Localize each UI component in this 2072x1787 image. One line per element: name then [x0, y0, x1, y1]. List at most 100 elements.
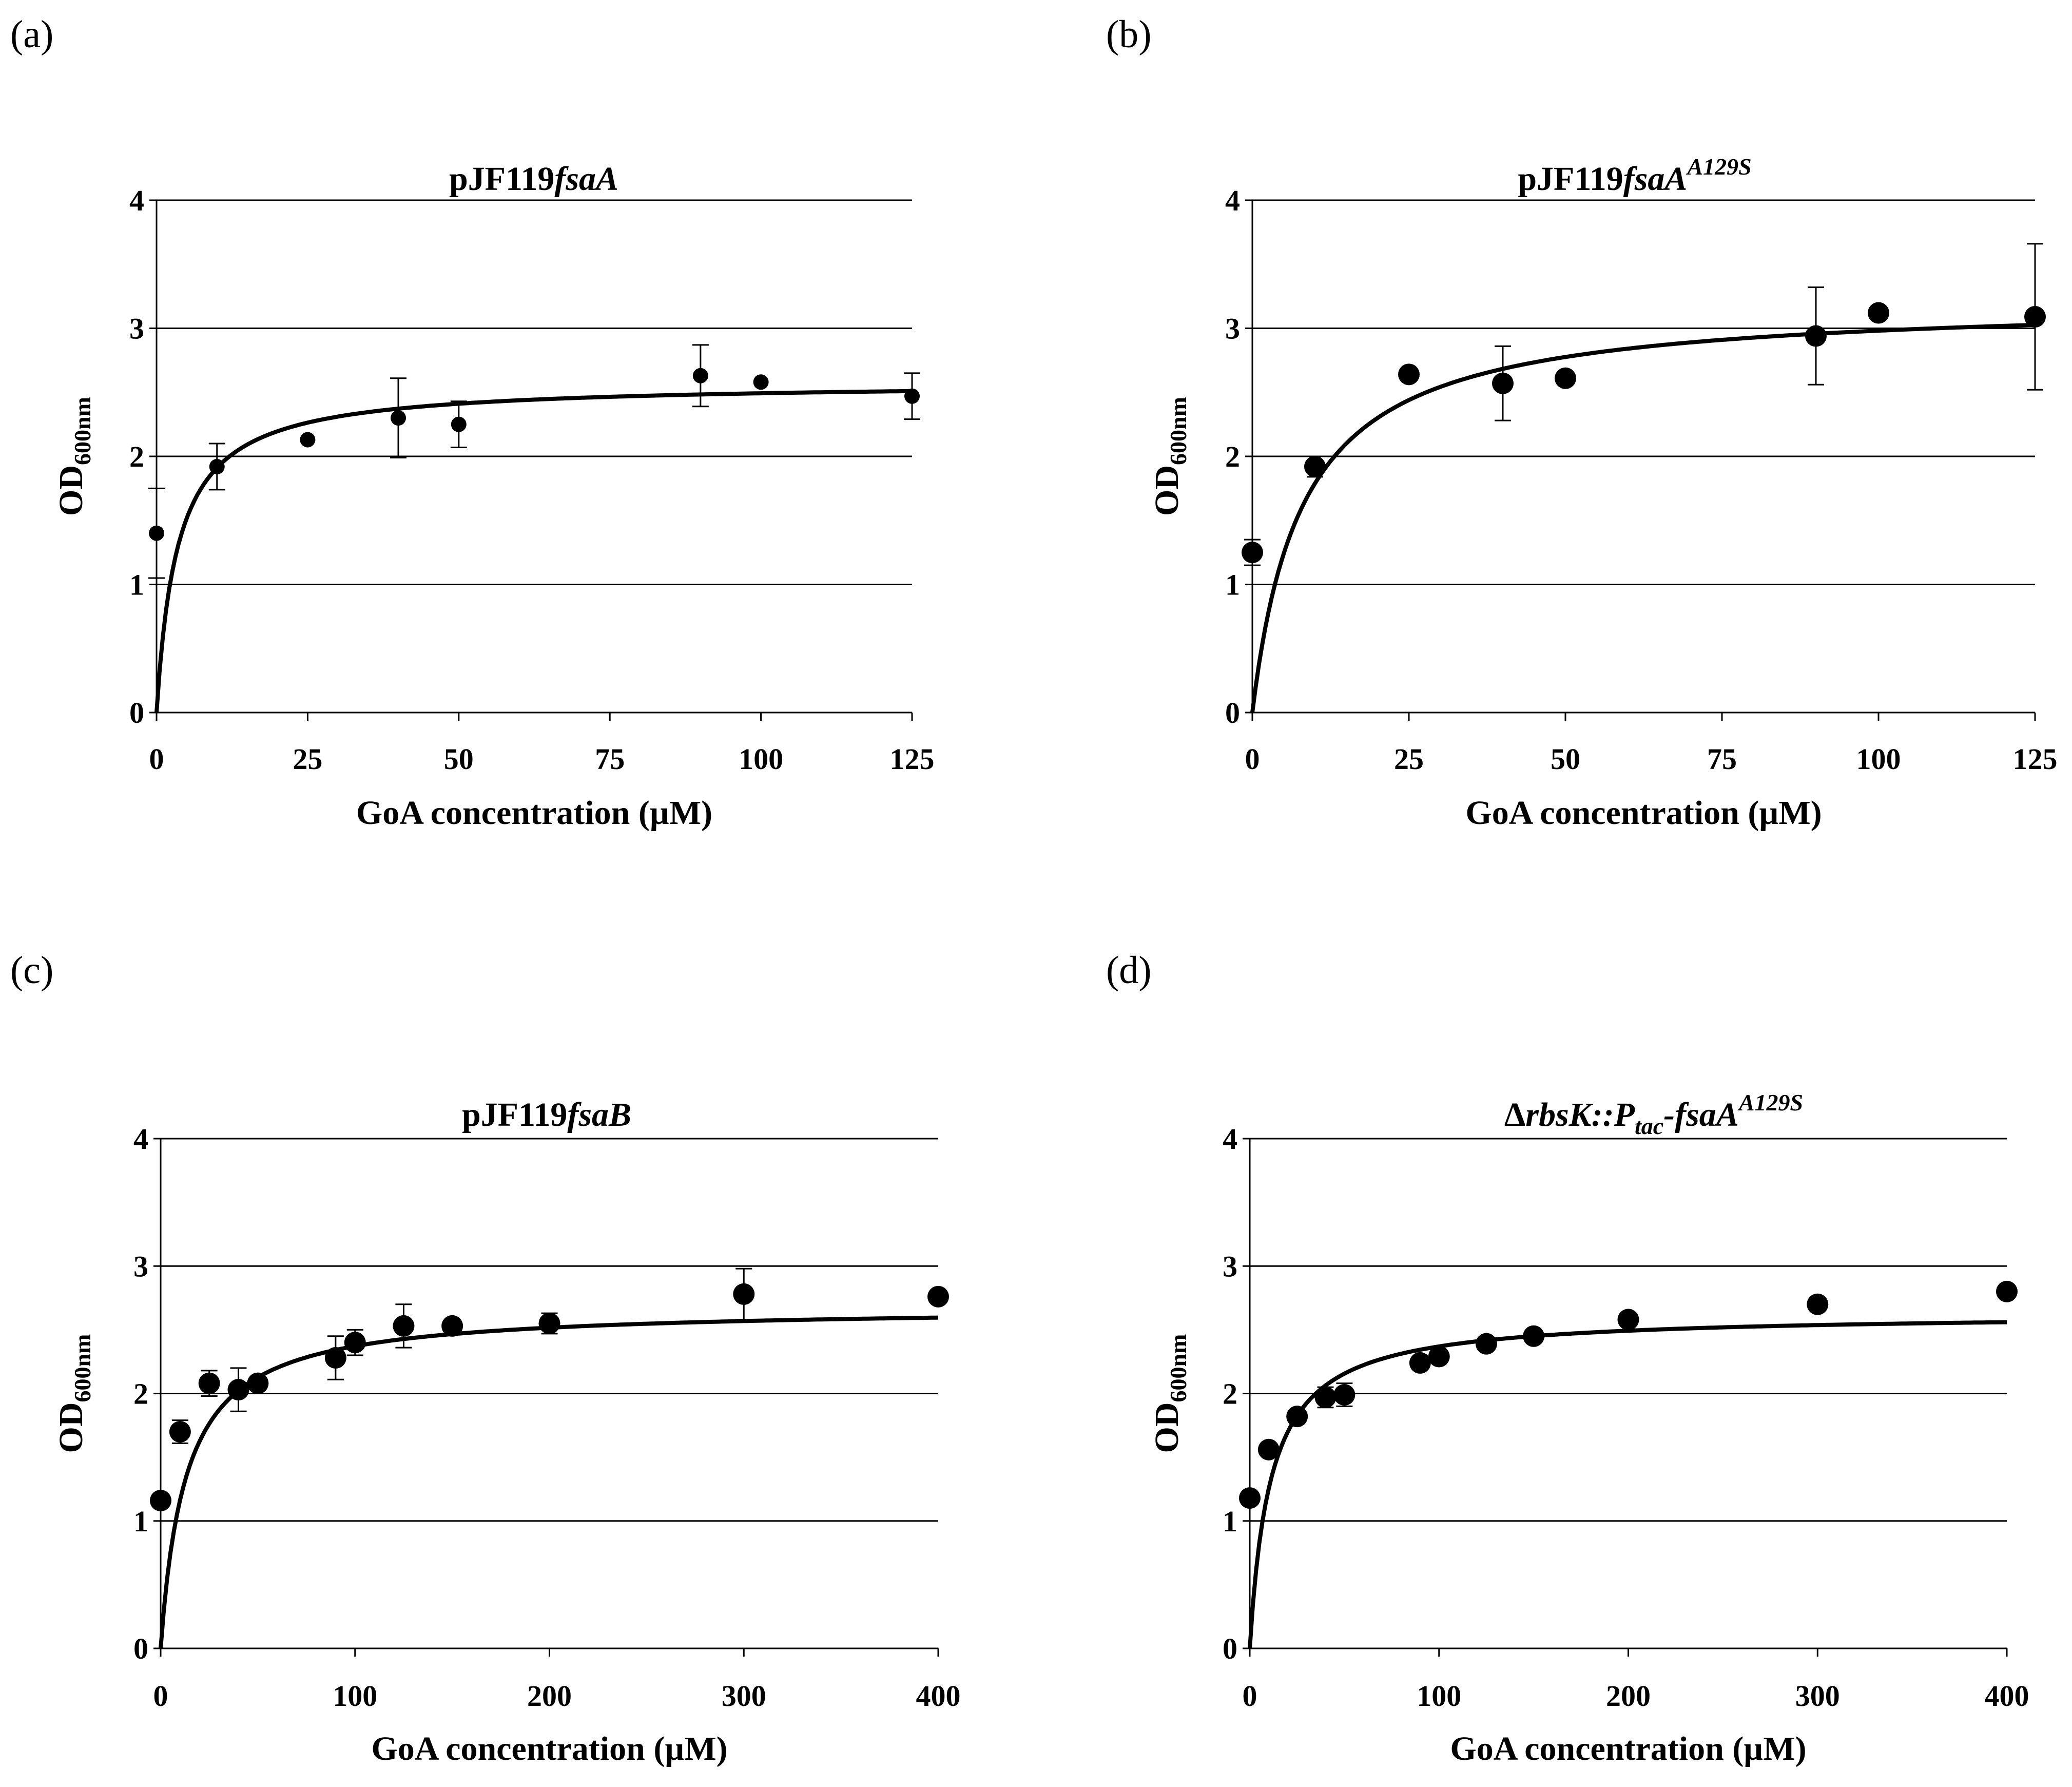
data-point-7: [904, 388, 920, 404]
data-point-8: [1523, 1325, 1545, 1347]
data-point-5: [1805, 325, 1827, 347]
data-point-10: [733, 1283, 755, 1305]
data-point-1: [169, 1420, 191, 1443]
y-tick-label-4: 4: [1225, 184, 1240, 217]
y-tick-label-0: 0: [1225, 696, 1240, 729]
x-tick-label-50: 50: [444, 742, 474, 776]
data-point-5: [692, 368, 708, 383]
data-point-6: [753, 374, 769, 390]
chart-title-c-italic: fsaB: [567, 1096, 631, 1133]
y-tick-label-1: 1: [133, 1505, 148, 1538]
data-point-0: [1239, 1487, 1261, 1509]
y-axis-title: OD600nm: [52, 397, 95, 516]
data-point-3: [391, 410, 406, 426]
y-tick-label-0: 0: [1223, 1632, 1237, 1665]
x-tick-label-25: 25: [293, 742, 322, 776]
data-point-5: [324, 1347, 346, 1369]
x-tick-label-25: 25: [1394, 742, 1424, 776]
x-axis-title: GoA concentration (µM): [356, 794, 712, 832]
y-tick-label-3: 3: [1223, 1250, 1237, 1283]
fit-curve: [1248, 1320, 2007, 1649]
data-point-3: [1492, 372, 1514, 394]
y-tick-label-3: 3: [1225, 312, 1240, 345]
data-point-3: [1314, 1386, 1337, 1408]
x-axis-title: GoA concentration (µM): [1450, 1730, 1806, 1767]
chart-title-c: pJF119fsaB: [462, 1096, 631, 1133]
plot-panel-b: 0 1 2 3 4 0 25 50 75 100 125 GoA concentration (µM)…: [1148, 184, 2058, 832]
data-point-7: [2024, 306, 2046, 328]
data-point-7: [1475, 1333, 1497, 1355]
x-tick-label-0: 0: [149, 742, 164, 776]
data-point-4: [451, 416, 467, 432]
chart-title-d-sup: A129S: [1737, 1089, 1803, 1116]
chart-title-a-italic: fsaA: [554, 160, 618, 198]
data-point-7: [393, 1315, 415, 1337]
data-point-2: [1286, 1406, 1308, 1428]
data-point-9: [1617, 1309, 1639, 1331]
y-tick-label-0: 0: [129, 696, 144, 729]
data-point-4: [247, 1372, 269, 1394]
y-tick-label-2: 2: [129, 440, 144, 473]
y-tick-label-2: 2: [1223, 1377, 1237, 1411]
y-axis-title-sub: 600nm: [69, 397, 95, 465]
y-tick-label-0: 0: [133, 1632, 148, 1665]
x-tick-label-75: 75: [1707, 742, 1737, 776]
chart-title-d-sub: tac: [1635, 1113, 1663, 1139]
x-tick-label-100: 100: [1856, 742, 1901, 776]
x-tick-label-400: 400: [916, 1679, 961, 1713]
data-point-4: [1333, 1384, 1355, 1406]
data-point-10: [1807, 1293, 1829, 1315]
chart-title-b-main: pJF119: [1518, 160, 1623, 198]
plot-panel-d: 0 1 2 3 4 0 100 200 300 400 GoA concentration (µM)…: [1148, 1122, 2029, 1767]
data-point-11: [927, 1285, 949, 1308]
chart-title-a: pJF119fsaA: [449, 160, 618, 198]
y-axis-title: OD600nm: [1148, 1334, 1191, 1453]
y-tick-label-4: 4: [133, 1122, 148, 1156]
y-tick-label-3: 3: [133, 1250, 148, 1283]
chart-title-b-italic: fsaA: [1623, 160, 1688, 198]
chart-title-b-sup: A129S: [1686, 153, 1751, 180]
x-tick-label-200: 200: [1606, 1679, 1651, 1713]
data-point-0: [150, 1490, 171, 1512]
plot-panel-c: 0 1 2 3 4 0 100 200 300 400 GoA concentration (µM)…: [52, 1122, 961, 1767]
panel-letter-b: (b): [1106, 13, 1152, 56]
chart-title-a-main: pJF119: [449, 160, 554, 198]
panel-letter-c: (c): [10, 949, 53, 992]
fit-curve: [1250, 322, 2036, 713]
x-tick-label-125: 125: [890, 742, 935, 776]
panel-letter-a: (a): [10, 13, 53, 56]
data-point-6: [1868, 302, 1889, 324]
data-point-0: [149, 525, 164, 541]
x-tick-label-400: 400: [1985, 1679, 2029, 1713]
x-tick-label-0: 0: [1243, 1679, 1257, 1713]
data-point-1: [209, 458, 225, 474]
x-tick-label-75: 75: [595, 742, 625, 776]
x-tick-label-0: 0: [153, 1679, 168, 1713]
chart-title-c-main: pJF119: [462, 1096, 567, 1133]
chart-title-b: pJF119fsaAA129S: [1518, 153, 1751, 198]
data-point-5: [1409, 1352, 1431, 1374]
data-point-1: [1257, 1438, 1280, 1461]
data-point-6: [1428, 1346, 1450, 1368]
y-tick-label-1: 1: [129, 568, 144, 602]
x-tick-label-200: 200: [527, 1679, 572, 1713]
fit-curve: [154, 389, 913, 713]
x-tick-label-300: 300: [1795, 1679, 1840, 1713]
y-axis-title-sub: 600nm: [69, 1334, 95, 1402]
plot-panel-a: 0 1 2 3 4 0 25 50 75 100 125 GoA concentration (µM)…: [52, 184, 935, 832]
y-axis-title: OD600nm: [52, 1334, 95, 1453]
x-axis-title: GoA concentration (µM): [1465, 794, 1822, 832]
y-axis-title-main: OD: [52, 465, 90, 516]
y-tick-label-1: 1: [1225, 568, 1240, 602]
chart-title-d-italic-2: -fsaA: [1663, 1096, 1739, 1133]
y-axis-title-sub: 600nm: [1165, 397, 1191, 465]
data-point-8: [441, 1315, 463, 1337]
x-tick-label-100: 100: [333, 1679, 377, 1713]
chart-title-d-prefix: Δ: [1504, 1096, 1525, 1133]
y-axis-title-main: OD: [1148, 465, 1186, 516]
x-axis-title: GoA concentration (µM): [371, 1730, 727, 1767]
y-tick-label-1: 1: [1223, 1505, 1237, 1538]
x-tick-label-100: 100: [739, 742, 783, 776]
data-point-11: [1996, 1280, 2018, 1302]
